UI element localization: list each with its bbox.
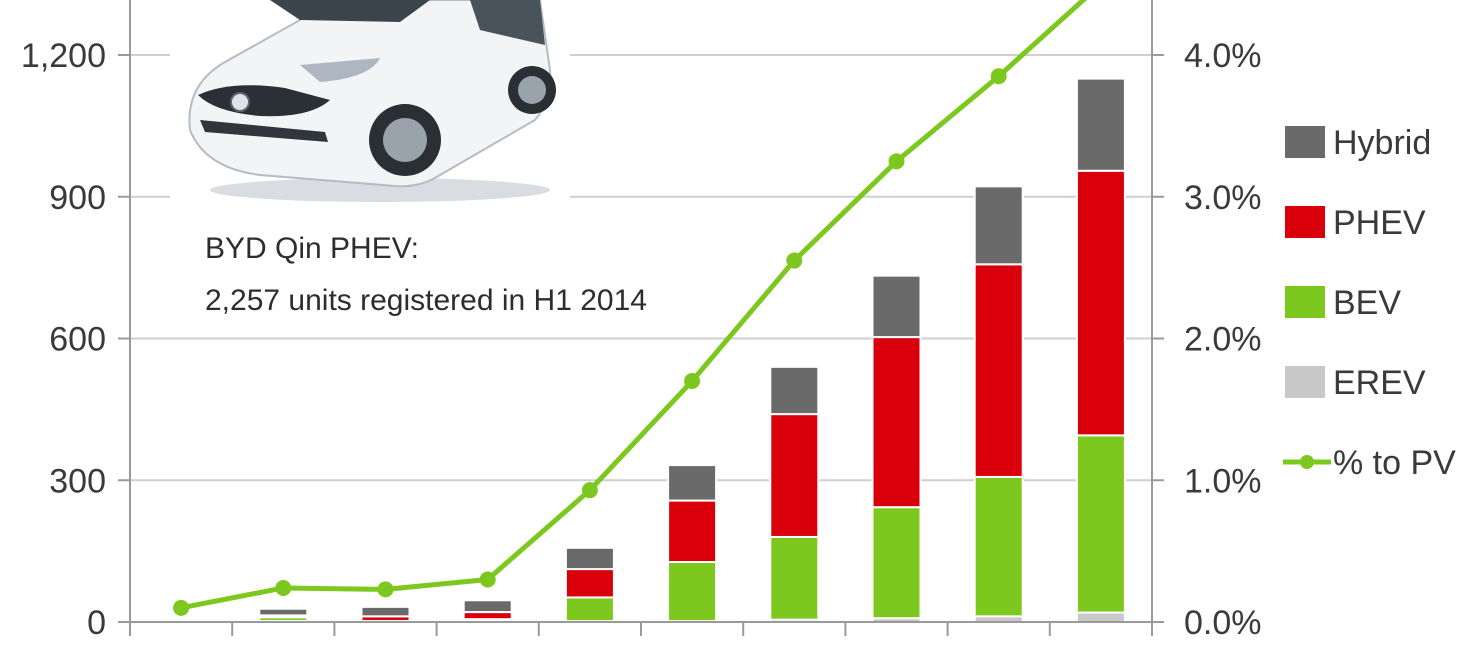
bar-bev-5 bbox=[667, 560, 718, 623]
y-tick-label: 0 bbox=[87, 604, 106, 642]
line-point-7 bbox=[888, 153, 905, 170]
bar-bev-6 bbox=[769, 535, 820, 621]
y2-tick-label: 4.0% bbox=[1184, 37, 1262, 75]
legend-item-phev: PHEV bbox=[1285, 204, 1426, 242]
y2-tick-label: 3.0% bbox=[1184, 179, 1262, 217]
legend-swatch bbox=[1285, 286, 1325, 318]
legend-label: BEV bbox=[1333, 284, 1401, 322]
line-point-2 bbox=[377, 581, 394, 598]
legend-item-bev: BEV bbox=[1285, 284, 1401, 322]
legend-label: % to PV bbox=[1333, 444, 1456, 482]
y-tick-label: 600 bbox=[49, 321, 106, 359]
annotation-line-1: BYD Qin PHEV: bbox=[205, 232, 419, 265]
legend-swatch bbox=[1285, 206, 1325, 238]
y-tick-label: 900 bbox=[49, 179, 106, 217]
y2-tick-label: 2.0% bbox=[1184, 321, 1262, 359]
line-point-3 bbox=[479, 571, 496, 588]
line-point-6 bbox=[786, 252, 803, 269]
axes: 0 300 600 900 1,200 0.0% 1.0% 2.0% 3.0% 4.0% bbox=[21, 0, 1262, 642]
legend-label: Hybrid bbox=[1333, 124, 1431, 162]
line-point-0 bbox=[173, 599, 190, 616]
bar-hybrid-1 bbox=[258, 607, 309, 617]
bar-hybrid-8 bbox=[973, 185, 1024, 266]
bar-hybrid-4 bbox=[564, 546, 615, 571]
bar-hybrid-7 bbox=[871, 274, 922, 339]
y-tick-label: 300 bbox=[49, 462, 106, 500]
bar-phev-9 bbox=[1075, 169, 1126, 437]
legend-item--to-pv: % to PV bbox=[1283, 444, 1456, 482]
legend-swatch-marker bbox=[1300, 455, 1314, 469]
line-point-1 bbox=[275, 579, 292, 596]
y2-tick-label: 0.0% bbox=[1184, 604, 1262, 642]
line-point-8 bbox=[990, 68, 1007, 85]
bar-hybrid-3 bbox=[462, 599, 513, 614]
bar-phev-6 bbox=[769, 413, 820, 538]
bar-bev-4 bbox=[564, 596, 615, 623]
y-tick-label: 1,200 bbox=[21, 37, 106, 75]
line-point-5 bbox=[684, 373, 701, 390]
bar-hybrid-6 bbox=[769, 365, 820, 416]
bar-phev-3 bbox=[462, 611, 513, 621]
bar-phev-8 bbox=[973, 263, 1024, 478]
bar-hybrid-9 bbox=[1075, 77, 1126, 172]
bar-hybrid-5 bbox=[667, 464, 718, 502]
bar-hybrid-2 bbox=[360, 605, 411, 618]
line-series-path bbox=[180, 0, 1088, 611]
legend: Hybrid PHEV BEV EREV % to PV bbox=[1283, 124, 1456, 482]
legend-item-erev: EREV bbox=[1285, 364, 1426, 402]
legend-label: EREV bbox=[1333, 364, 1426, 402]
line-series bbox=[173, 0, 1088, 616]
legend-label: PHEV bbox=[1333, 204, 1426, 242]
bar-erev-9 bbox=[1075, 611, 1126, 623]
legend-swatch bbox=[1285, 366, 1325, 398]
car-photo bbox=[170, 0, 570, 205]
legend-item-hybrid: Hybrid bbox=[1285, 124, 1431, 162]
annotation-line-2: 2,257 units registered in H1 2014 bbox=[205, 284, 647, 317]
bar-phev-5 bbox=[667, 499, 718, 563]
line-point-4 bbox=[581, 482, 598, 499]
bar-bev-7 bbox=[871, 506, 922, 620]
y2-tick-label: 1.0% bbox=[1184, 462, 1262, 500]
legend-swatch bbox=[1285, 126, 1325, 158]
bar-phev-7 bbox=[871, 336, 922, 509]
bar-bev-9 bbox=[1075, 434, 1126, 614]
bar-group bbox=[258, 77, 1126, 624]
bar-phev-4 bbox=[564, 568, 615, 599]
annotation: BYD Qin PHEV: 2,257 units registered in … bbox=[205, 232, 647, 317]
bar-bev-8 bbox=[973, 475, 1024, 618]
